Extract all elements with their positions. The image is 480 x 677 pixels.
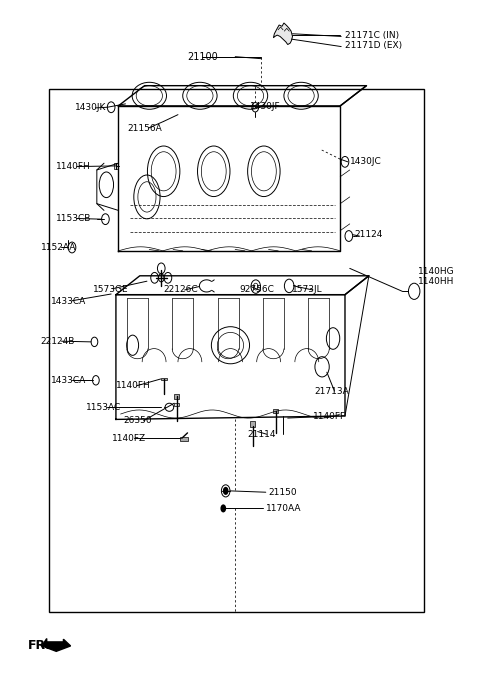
Text: 1140FH: 1140FH (56, 162, 91, 171)
Text: 22124B: 22124B (40, 336, 75, 346)
Text: 21124: 21124 (355, 230, 383, 239)
Bar (251, 420, 255, 427)
Circle shape (158, 274, 164, 282)
Text: 21171C (IN): 21171C (IN) (345, 30, 399, 39)
Text: 1140FF: 1140FF (312, 412, 346, 420)
Text: 22126C: 22126C (164, 286, 198, 294)
Text: 1433CA: 1433CA (50, 297, 86, 306)
Text: 1140FH: 1140FH (116, 381, 151, 390)
Circle shape (220, 504, 226, 512)
Text: 1573JL: 1573JL (291, 286, 322, 294)
Text: 1140HG: 1140HG (418, 267, 454, 276)
Text: 1152AA: 1152AA (40, 243, 76, 252)
Text: 1430JC: 1430JC (350, 157, 382, 167)
Text: 1140FZ: 1140FZ (112, 434, 146, 443)
Text: 1433CA: 1433CA (50, 376, 86, 385)
Circle shape (223, 487, 228, 495)
Text: 1153CB: 1153CB (56, 214, 92, 223)
Text: 21171D (EX): 21171D (EX) (345, 41, 402, 49)
Text: 1170AA: 1170AA (266, 504, 302, 513)
Text: FR.: FR. (28, 639, 51, 652)
Polygon shape (42, 638, 71, 651)
Bar (49, 89, 424, 611)
Text: 92756C: 92756C (239, 286, 274, 294)
Text: 1573GE: 1573GE (93, 286, 129, 294)
Bar (174, 394, 179, 399)
Bar (174, 403, 179, 406)
Bar (114, 163, 118, 169)
Text: 1140HH: 1140HH (418, 278, 454, 286)
Bar (180, 437, 189, 441)
Text: 1430JF: 1430JF (250, 102, 280, 111)
Text: 21156A: 21156A (128, 124, 163, 133)
Text: 1430JK: 1430JK (75, 104, 107, 112)
Text: 21713A: 21713A (314, 387, 348, 395)
Text: 21150: 21150 (269, 487, 297, 497)
Polygon shape (274, 23, 292, 45)
Bar (274, 409, 278, 413)
Text: 21100: 21100 (188, 51, 218, 62)
Text: 1153AC: 1153AC (86, 403, 121, 412)
Text: 26350: 26350 (123, 416, 152, 425)
Bar (161, 378, 167, 380)
Text: 21114: 21114 (247, 430, 276, 439)
